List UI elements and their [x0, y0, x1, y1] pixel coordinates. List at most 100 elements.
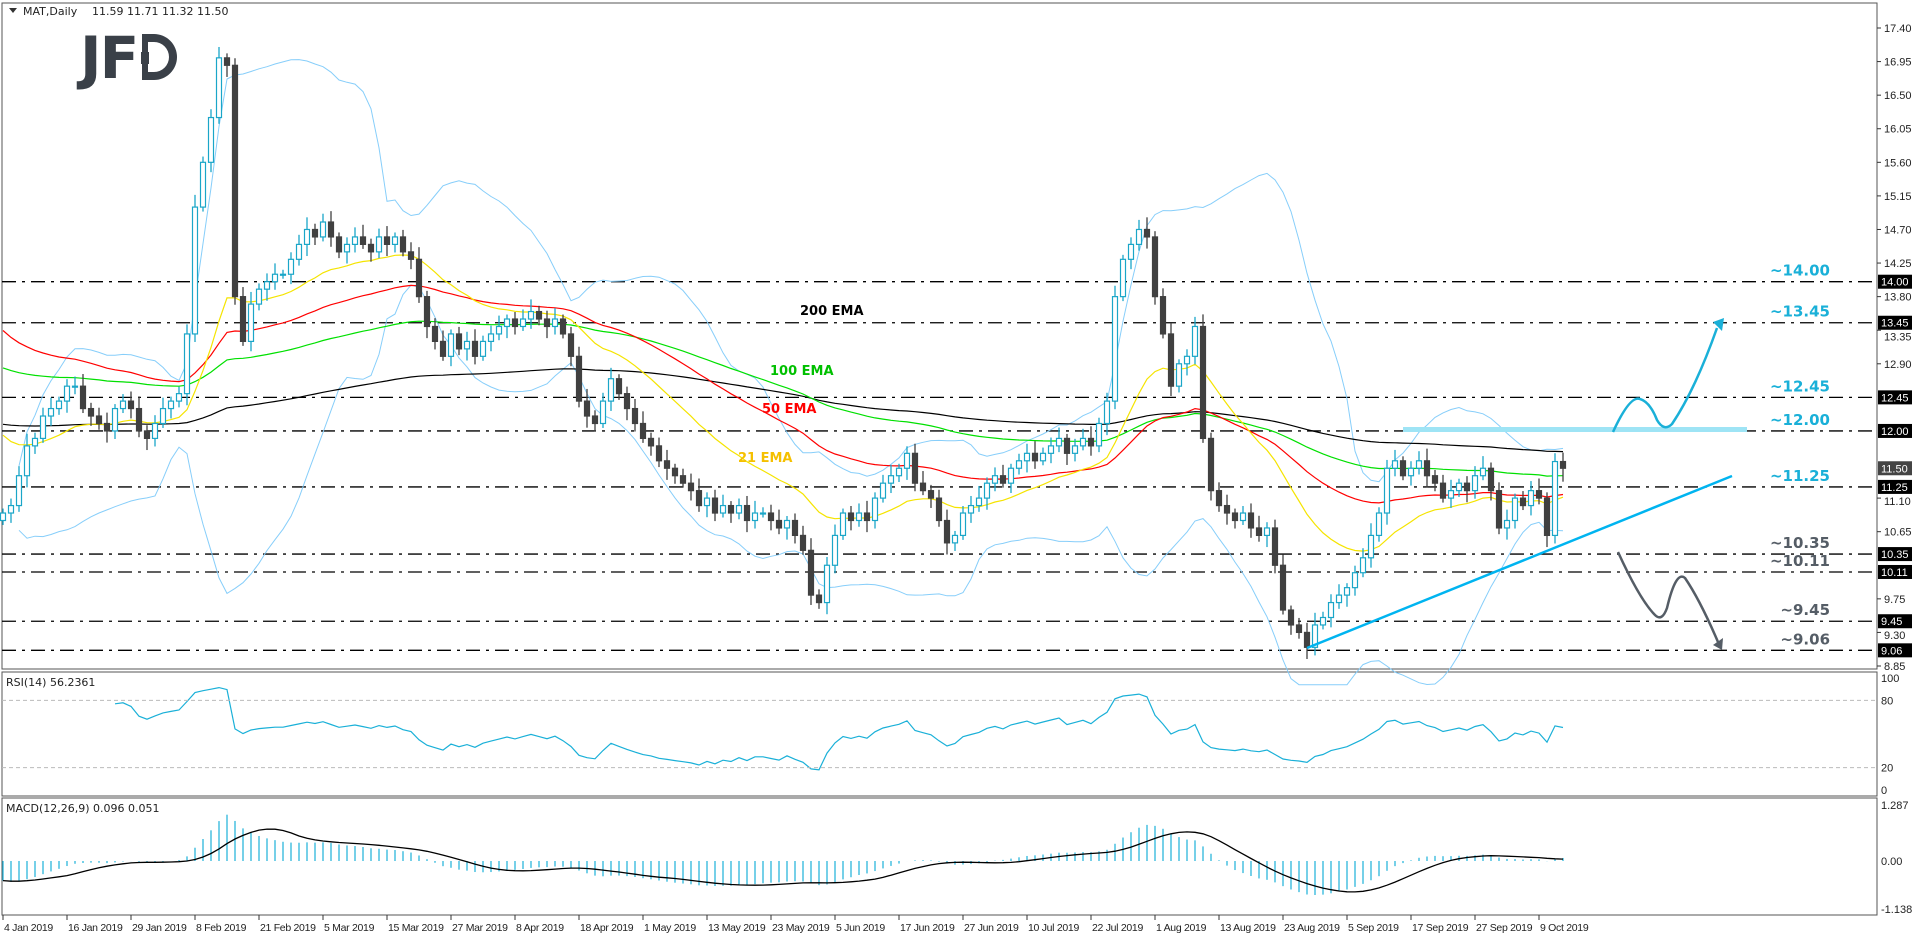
- candle: [927, 484, 935, 508]
- candle-body: [943, 519, 951, 544]
- candle: [655, 437, 663, 468]
- candle-body: [1359, 557, 1367, 574]
- candle-body: [1407, 467, 1415, 477]
- candle-body: [1079, 437, 1087, 447]
- candle: [39, 407, 47, 443]
- candle: [1391, 449, 1399, 477]
- candle: [743, 495, 751, 533]
- candle-body: [1127, 243, 1135, 260]
- level-tag: 11.25: [1881, 482, 1908, 494]
- candle-body: [831, 534, 839, 566]
- candle-body: [1007, 467, 1015, 484]
- candle-body: [335, 236, 343, 253]
- candle: [31, 432, 39, 454]
- candle-body: [375, 236, 383, 253]
- candle: [359, 224, 367, 249]
- candle: [687, 473, 695, 501]
- collapse-triangle-icon[interactable]: [9, 8, 17, 13]
- candle: [999, 464, 1007, 488]
- candle: [1311, 612, 1319, 656]
- candle-body: [743, 504, 751, 522]
- candle: [1063, 433, 1071, 465]
- candle: [647, 432, 655, 456]
- candle: [887, 464, 895, 494]
- date-label: 27 Mar 2019: [452, 922, 508, 934]
- candle-body: [1095, 422, 1103, 447]
- macd-title: MACD(12,26,9) 0.096 0.051: [6, 802, 160, 815]
- candle: [1047, 437, 1055, 464]
- candle-body: [559, 318, 567, 335]
- price-tick-label: 16.05: [1884, 124, 1912, 136]
- candle: [831, 524, 839, 574]
- candle-body: [599, 400, 607, 425]
- candle: [1343, 583, 1351, 607]
- jfd-logo: JF: [76, 24, 177, 92]
- candle: [255, 283, 263, 311]
- candle: [559, 314, 567, 339]
- candle: [407, 242, 415, 270]
- drawings-layer: [1306, 318, 1747, 650]
- candle-body: [1391, 460, 1399, 469]
- macd-tick-label: -1.138: [1881, 904, 1912, 916]
- candle-body: [1367, 534, 1375, 559]
- price-tick-label: 8.85: [1884, 661, 1905, 673]
- candle: [807, 538, 815, 605]
- candle: [551, 308, 559, 335]
- candle: [567, 326, 575, 367]
- candle: [1487, 462, 1495, 501]
- candle-body: [1191, 325, 1199, 357]
- candle: [79, 374, 87, 414]
- candle: [1463, 476, 1471, 503]
- axes-layer: 14.00 13.45 12.45 12.00 11.25 10.35 10.11 9.45 9…: [2, 23, 1912, 934]
- candle: [1551, 453, 1559, 544]
- candle-body: [863, 512, 871, 522]
- candle: [1351, 565, 1359, 596]
- candle: [319, 213, 327, 242]
- candle-body: [23, 445, 31, 477]
- candle: [1407, 461, 1415, 486]
- level-tag: 10.35: [1881, 549, 1909, 561]
- candle-body: [1183, 355, 1191, 365]
- date-label: 13 May 2019: [708, 922, 766, 934]
- candle: [495, 315, 503, 341]
- ohlc-readout: 11.59 11.71 11.32 11.50: [92, 5, 228, 18]
- candle-body: [423, 296, 431, 328]
- candle: [207, 109, 215, 173]
- candle: [671, 463, 679, 484]
- main-panel: [1, 2, 1878, 670]
- candle: [1151, 231, 1159, 305]
- candle: [7, 498, 15, 523]
- candle-body: [1431, 475, 1439, 484]
- price-tick-label: 14.70: [1884, 224, 1912, 236]
- candle: [775, 509, 783, 535]
- candle: [575, 346, 583, 408]
- candle: [103, 412, 111, 443]
- level-label: ~9.06: [1780, 630, 1830, 648]
- candle-body: [287, 258, 295, 275]
- candle-body: [1503, 519, 1511, 529]
- candle-body: [7, 504, 15, 514]
- candle-body: [535, 310, 543, 320]
- candle: [1383, 459, 1391, 525]
- candle: [311, 223, 319, 245]
- candle-body: [239, 296, 247, 343]
- candle-body: [855, 512, 863, 522]
- candle-body: [119, 400, 127, 410]
- candle-body: [1159, 296, 1167, 335]
- candle-body: [391, 236, 399, 245]
- candle: [1247, 503, 1255, 538]
- candle-body: [679, 475, 687, 484]
- ema100-label: 100 EMA: [770, 364, 834, 379]
- candle-body: [1055, 437, 1063, 447]
- candle-body: [1415, 460, 1423, 469]
- date-label: 27 Jun 2019: [964, 922, 1019, 934]
- date-label: 18 Apr 2019: [580, 922, 634, 934]
- candle-body: [1111, 296, 1119, 402]
- level-label: ~12.00: [1770, 411, 1830, 429]
- candle: [703, 492, 711, 518]
- candle-body: [1511, 497, 1519, 522]
- candle: [943, 509, 951, 555]
- candle-body: [495, 325, 503, 335]
- date-label: 1 May 2019: [644, 922, 696, 934]
